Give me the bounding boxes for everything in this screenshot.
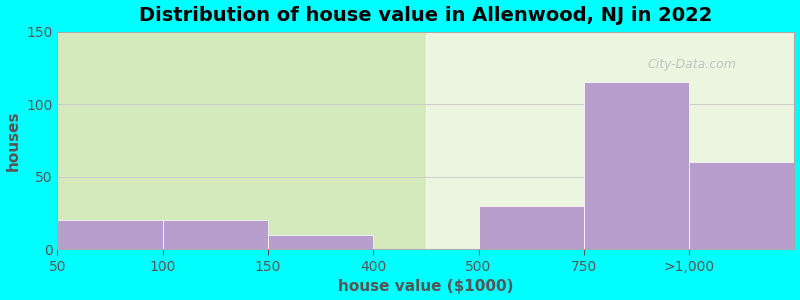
- Text: City-Data.com: City-Data.com: [647, 58, 736, 71]
- Bar: [478, 206, 584, 250]
- Bar: [689, 162, 794, 250]
- Bar: [426, 32, 794, 250]
- Bar: [268, 235, 374, 250]
- Bar: [162, 220, 268, 250]
- Y-axis label: houses: houses: [6, 110, 21, 171]
- Title: Distribution of house value in Allenwood, NJ in 2022: Distribution of house value in Allenwood…: [139, 6, 713, 25]
- Bar: [58, 220, 162, 250]
- X-axis label: house value ($1000): house value ($1000): [338, 279, 514, 294]
- Bar: [584, 82, 689, 250]
